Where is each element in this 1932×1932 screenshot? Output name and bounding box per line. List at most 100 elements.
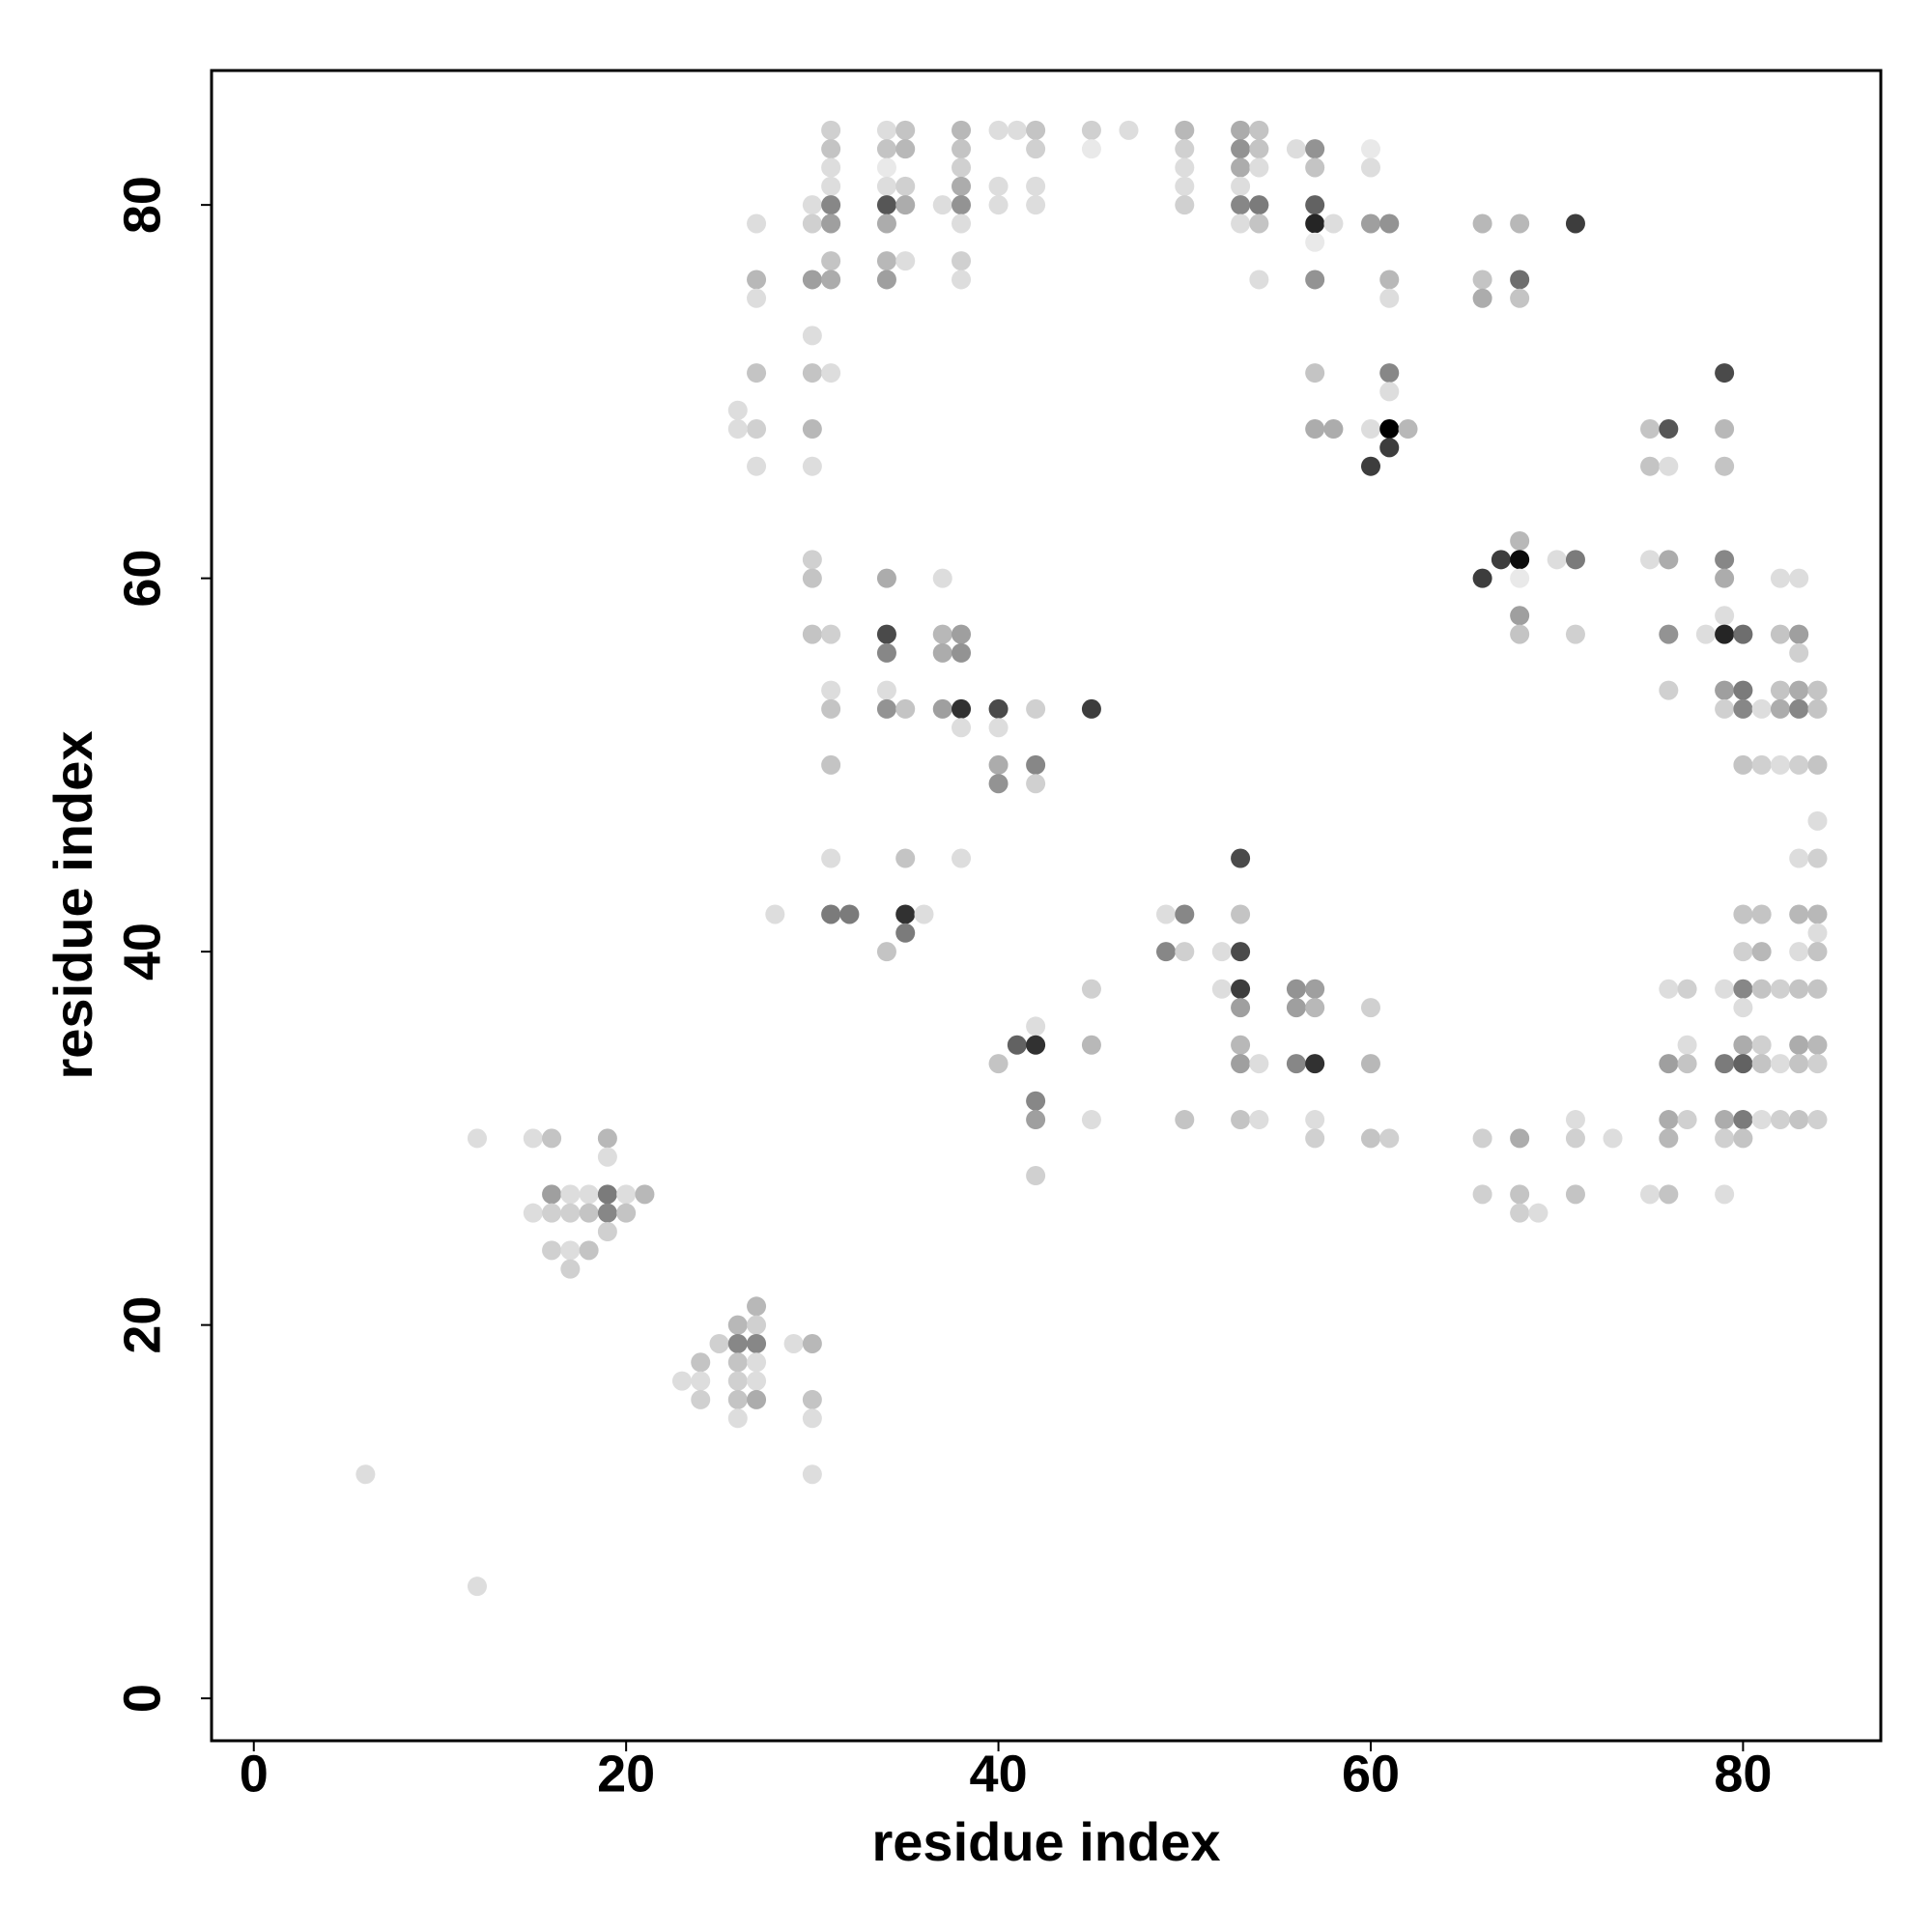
contact-point (1528, 1203, 1548, 1223)
contact-point (1770, 754, 1790, 775)
contact-point (1789, 568, 1809, 588)
contact-point (952, 270, 972, 290)
contact-point (1715, 979, 1735, 999)
contact-point (988, 754, 1009, 775)
contact-point (1305, 419, 1325, 440)
contact-point (821, 624, 841, 644)
contact-point (1659, 1184, 1679, 1205)
contact-point (1789, 1110, 1809, 1130)
contact-point (821, 139, 841, 159)
contact-point (1715, 363, 1735, 384)
contact-point (1751, 1035, 1772, 1055)
contact-point (1715, 606, 1735, 626)
contact-point (542, 1184, 562, 1205)
contact-point (802, 1408, 822, 1429)
contact-point (1659, 680, 1679, 700)
contact-point (1789, 1035, 1809, 1055)
contact-point (1360, 139, 1380, 159)
contact-point (821, 754, 841, 775)
contact-point (1565, 1128, 1585, 1149)
x-axis-title: residue index (871, 1811, 1220, 1872)
contact-point (1175, 157, 1195, 178)
contact-point (1565, 1110, 1585, 1130)
contact-point (747, 419, 767, 440)
contact-point (1305, 139, 1325, 159)
contact-point (1565, 213, 1585, 234)
contact-point (821, 698, 841, 719)
contact-point (1659, 624, 1679, 644)
contact-point (988, 698, 1009, 719)
contact-point (1659, 419, 1679, 440)
contact-point (1751, 1054, 1772, 1074)
contact-point (1231, 120, 1251, 140)
contact-point (1360, 456, 1380, 476)
y-tick-label: 20 (113, 1296, 171, 1354)
contact-point (1305, 232, 1325, 252)
contact-point (1807, 1054, 1828, 1074)
contact-point (1175, 942, 1195, 962)
contact-point (1249, 139, 1269, 159)
contact-point (542, 1128, 562, 1149)
contact-point (747, 1371, 767, 1391)
contact-point (1565, 550, 1585, 570)
contact-point (1231, 1054, 1251, 1074)
contact-point (467, 1577, 487, 1597)
contact-point (1789, 680, 1809, 700)
contact-point (727, 1352, 748, 1373)
contact-point (1360, 1054, 1380, 1074)
contact-point (1715, 680, 1735, 700)
contact-point (1659, 1110, 1679, 1130)
contact-point (821, 251, 841, 271)
contact-point (821, 157, 841, 178)
contact-point (1789, 1054, 1809, 1074)
contact-point (1510, 213, 1530, 234)
contact-point (952, 139, 972, 159)
contact-point (988, 774, 1009, 794)
contact-point (1789, 942, 1809, 962)
contact-point (1789, 642, 1809, 663)
contact-point (895, 176, 916, 196)
contact-point (802, 1464, 822, 1485)
contact-point (1231, 998, 1251, 1018)
contact-point (1715, 624, 1735, 644)
contact-point (523, 1203, 543, 1223)
contact-point (747, 456, 767, 476)
x-tick-label: 40 (970, 1745, 1028, 1803)
contact-point (952, 624, 972, 644)
contact-point (1360, 213, 1380, 234)
contact-point (1379, 1128, 1400, 1149)
contact-point (1715, 456, 1735, 476)
contact-point (1231, 848, 1251, 868)
contact-point (1379, 419, 1400, 440)
contact-point (579, 1240, 599, 1261)
contact-point (542, 1203, 562, 1223)
contact-point (1510, 530, 1530, 551)
contact-point (579, 1203, 599, 1223)
contact-point (876, 139, 896, 159)
contact-point (932, 698, 952, 719)
contact-point (1510, 288, 1530, 308)
contact-point (876, 942, 896, 962)
contact-point (1472, 288, 1492, 308)
contact-point (876, 568, 896, 588)
contact-point (1733, 904, 1753, 924)
contact-point (1715, 550, 1735, 570)
contact-point (1175, 139, 1195, 159)
contact-point (1360, 157, 1380, 178)
contact-point (1175, 176, 1195, 196)
contact-point (895, 251, 916, 271)
contact-point (1026, 195, 1046, 215)
contact-point (952, 176, 972, 196)
contact-point (1659, 456, 1679, 476)
contact-point (1510, 550, 1530, 570)
contact-point (952, 195, 972, 215)
contact-point (876, 270, 896, 290)
contact-point (1472, 1184, 1492, 1205)
contact-point (932, 642, 952, 663)
contact-point (1733, 942, 1753, 962)
contact-point (821, 680, 841, 700)
contact-point (1305, 195, 1325, 215)
contact-point (895, 848, 916, 868)
contact-point (1156, 942, 1177, 962)
contact-point (1510, 1203, 1530, 1223)
